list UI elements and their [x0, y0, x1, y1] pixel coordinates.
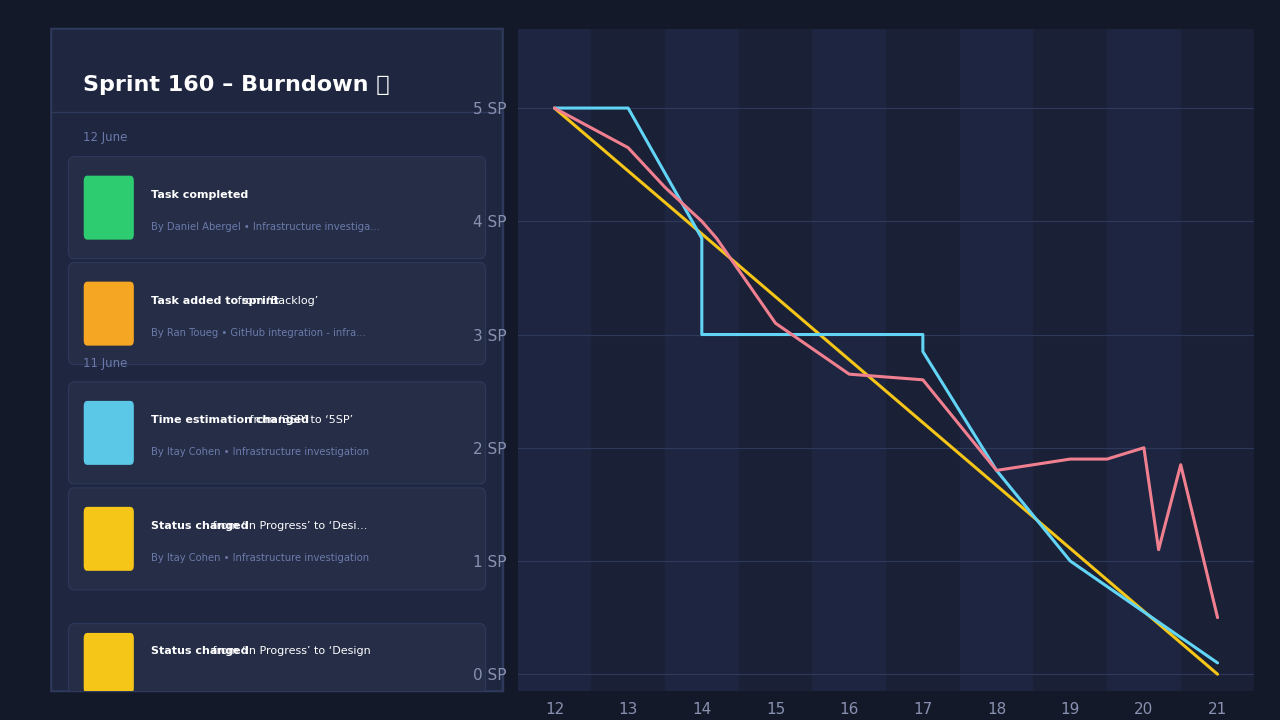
FancyBboxPatch shape: [68, 157, 485, 258]
Bar: [517, 29, 591, 691]
Bar: [666, 29, 739, 691]
Text: Status changed: Status changed: [151, 521, 248, 531]
Bar: [813, 29, 886, 691]
Text: By Itay Cohen • Infrastructure investigation: By Itay Cohen • Infrastructure investiga…: [151, 553, 369, 563]
Text: from ‘3SP’ to ‘5SP’: from ‘3SP’ to ‘5SP’: [246, 415, 353, 425]
Text: By Ran Toueg • GitHub integration - infra...: By Ran Toueg • GitHub integration - infr…: [151, 328, 365, 338]
Bar: [1033, 29, 1107, 691]
Bar: [591, 29, 666, 691]
Text: By Daniel Abergel • Infrastructure investiga...: By Daniel Abergel • Infrastructure inves…: [151, 222, 380, 232]
Text: from ‘In Progress’ to ‘Design: from ‘In Progress’ to ‘Design: [209, 647, 370, 657]
Text: Sprint 160 – Burndown 🔥: Sprint 160 – Burndown 🔥: [83, 75, 389, 95]
FancyBboxPatch shape: [83, 176, 134, 240]
FancyBboxPatch shape: [51, 29, 503, 691]
Text: Time estimation changed: Time estimation changed: [151, 415, 308, 425]
Text: By Itay Cohen • Infrastructure investigation: By Itay Cohen • Infrastructure investiga…: [151, 447, 369, 456]
FancyBboxPatch shape: [68, 624, 485, 720]
Text: Status changed: Status changed: [151, 647, 248, 657]
Bar: [960, 29, 1033, 691]
Text: 12 June: 12 June: [83, 132, 127, 145]
Bar: [1180, 29, 1254, 691]
FancyBboxPatch shape: [68, 263, 485, 364]
FancyBboxPatch shape: [83, 282, 134, 346]
FancyBboxPatch shape: [83, 401, 134, 465]
FancyBboxPatch shape: [83, 633, 134, 693]
Bar: [739, 29, 813, 691]
Bar: [886, 29, 960, 691]
Text: Task added to sprint: Task added to sprint: [151, 296, 279, 306]
FancyBboxPatch shape: [68, 382, 485, 484]
Text: Task completed: Task completed: [151, 190, 248, 199]
Bar: [1107, 29, 1180, 691]
FancyBboxPatch shape: [68, 488, 485, 590]
Text: from ‘Backlog’: from ‘Backlog’: [234, 296, 317, 306]
Text: from ‘In Progress’ to ‘Desi...: from ‘In Progress’ to ‘Desi...: [209, 521, 367, 531]
FancyBboxPatch shape: [83, 507, 134, 571]
Text: 11 June: 11 June: [83, 356, 127, 369]
